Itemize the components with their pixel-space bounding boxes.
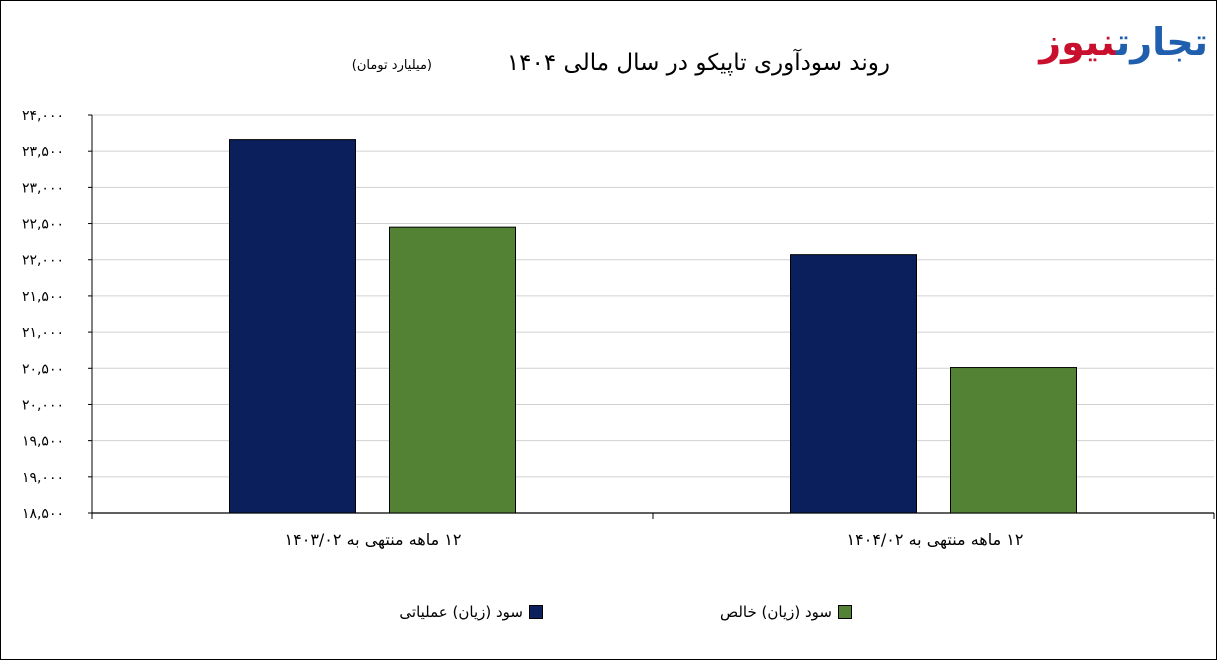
bar-net-1 bbox=[389, 226, 516, 514]
logo-text-b: تجارت bbox=[1115, 20, 1208, 64]
chart-title: روند سودآوری تاپیکو در سال مالی ۱۴۰۴ bbox=[506, 50, 890, 76]
legend-item-operating: سود (زیان) عملیاتی bbox=[373, 601, 543, 623]
bar-operating-1 bbox=[229, 139, 356, 514]
bar-operating-2 bbox=[790, 254, 917, 514]
legend-label-operating: سود (زیان) عملیاتی bbox=[399, 603, 523, 621]
y-tick-label: ۲۳,۵۰۰ bbox=[22, 144, 64, 160]
legend-swatch-net bbox=[838, 605, 852, 619]
y-tick-label: ۲۲,۵۰۰ bbox=[22, 217, 64, 233]
legend-item-net: سود (زیان) خالص bbox=[692, 601, 852, 623]
y-tick-label: ۲۴,۰۰۰ bbox=[22, 108, 64, 124]
y-tick-label: ۲۲,۰۰۰ bbox=[22, 253, 64, 269]
category-label-1: ۱۲ ماهه منتهی به ۱۴۰۳/۰۲ bbox=[284, 530, 462, 549]
brand-logo: تجارتنیوز bbox=[998, 14, 1208, 70]
y-tick-label: ۱۹,۵۰۰ bbox=[22, 434, 64, 450]
chart-subtitle: (میلیارد تومان) bbox=[351, 58, 432, 73]
y-tick-label: ۱۹,۰۰۰ bbox=[22, 470, 64, 486]
y-tick-label: ۲۰,۰۰۰ bbox=[22, 397, 64, 413]
legend-swatch-operating bbox=[529, 605, 543, 619]
y-tick-label: ۱۸,۵۰۰ bbox=[22, 506, 64, 522]
y-tick-label: ۲۳,۰۰۰ bbox=[22, 180, 64, 196]
legend-label-net: سود (زیان) خالص bbox=[719, 603, 832, 621]
category-label-2: ۱۲ ماهه منتهی به ۱۴۰۴/۰۲ bbox=[846, 530, 1024, 549]
bar-net-2 bbox=[950, 367, 1077, 514]
y-tick-label: ۲۱,۰۰۰ bbox=[22, 325, 64, 341]
y-tick-label: ۲۱,۵۰۰ bbox=[22, 289, 64, 305]
y-tick-label: ۲۰,۵۰۰ bbox=[22, 361, 64, 377]
logo-text-a: نیوز bbox=[1039, 20, 1116, 64]
